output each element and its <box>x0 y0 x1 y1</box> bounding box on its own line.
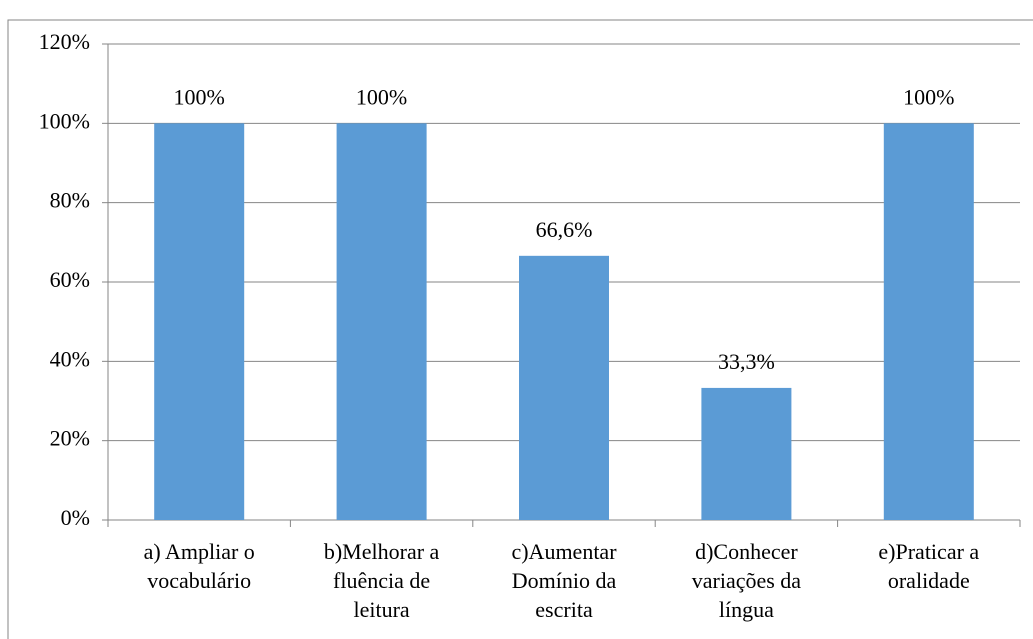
bar <box>883 123 974 520</box>
value-label: 100% <box>903 84 954 109</box>
value-label: 66,6% <box>536 217 593 242</box>
x-tick-label: c)Aumentar <box>511 539 617 564</box>
y-tick-label: 120% <box>39 29 90 54</box>
bar <box>336 123 427 520</box>
x-tick-label: e)Praticar a <box>878 539 979 564</box>
x-tick-label: leitura <box>353 597 409 622</box>
bar <box>154 123 245 520</box>
bar <box>519 255 609 520</box>
y-tick-label: 0% <box>61 505 90 530</box>
y-tick-label: 20% <box>50 426 90 451</box>
x-tick-label: variações da <box>692 568 802 593</box>
x-tick-label: língua <box>719 597 774 622</box>
x-tick-label: a) Ampliar o <box>144 539 255 564</box>
y-tick-label: 40% <box>50 346 90 371</box>
value-label: 100% <box>174 84 225 109</box>
chart-frame <box>7 19 1033 639</box>
x-tick-label: oralidade <box>888 568 970 593</box>
y-tick-label: 80% <box>50 188 90 213</box>
y-tick-label: 60% <box>50 267 90 292</box>
value-label: 33,3% <box>718 349 775 374</box>
x-tick-label: escrita <box>535 597 593 622</box>
x-tick-label: b)Melhorar a <box>324 539 440 564</box>
value-label: 100% <box>356 84 407 109</box>
x-tick-label: fluência de <box>333 568 430 593</box>
y-tick-label: 100% <box>39 108 90 133</box>
x-tick-label: vocabulário <box>147 568 251 593</box>
bar <box>701 387 792 520</box>
x-tick-label: Domínio da <box>512 568 617 593</box>
x-tick-label: d)Conhecer <box>695 539 798 564</box>
